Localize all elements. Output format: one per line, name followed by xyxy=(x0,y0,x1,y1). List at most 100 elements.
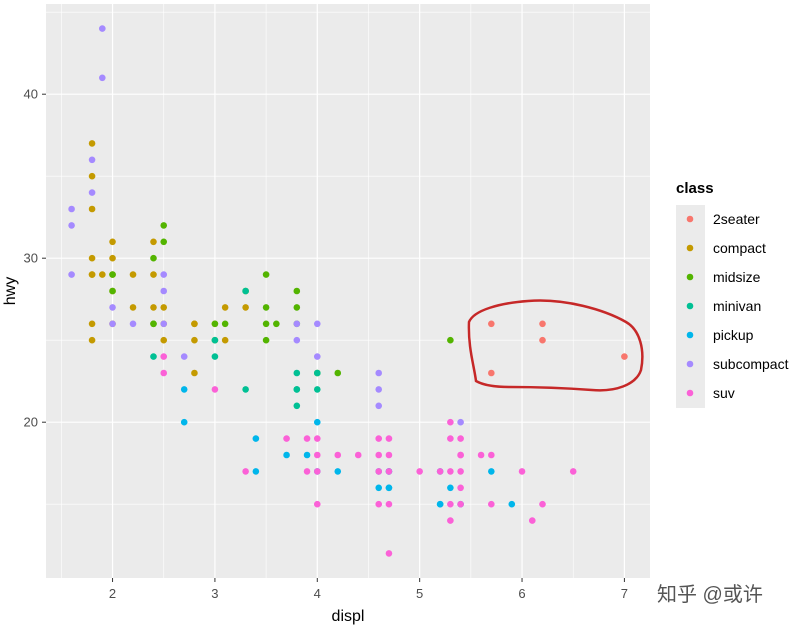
point-subcompact xyxy=(88,156,96,164)
legend-key-pickup xyxy=(686,331,694,339)
point-midsize xyxy=(109,271,116,278)
point-2seater xyxy=(539,336,546,344)
legend-key-midsize xyxy=(686,273,694,281)
point-suv xyxy=(447,517,454,524)
point-subcompact xyxy=(313,320,321,328)
point-compact xyxy=(242,304,249,311)
point-subcompact xyxy=(375,402,383,410)
point-pickup xyxy=(334,468,342,475)
point-minivan xyxy=(293,402,301,410)
point-suv xyxy=(528,517,536,524)
point-suv xyxy=(539,500,546,508)
point-compact xyxy=(109,254,116,262)
point-minivan xyxy=(293,386,301,393)
point-compact xyxy=(150,238,157,246)
point-compact xyxy=(150,271,157,278)
point-suv xyxy=(160,369,168,377)
point-pickup xyxy=(283,451,290,459)
point-compact xyxy=(129,304,137,311)
point-2seater xyxy=(488,369,495,377)
point-midsize xyxy=(293,304,301,311)
point-midsize xyxy=(160,222,168,229)
point-subcompact xyxy=(129,320,137,328)
point-subcompact xyxy=(160,287,168,295)
point-subcompact xyxy=(160,271,168,278)
point-compact xyxy=(88,336,96,344)
point-compact xyxy=(88,205,96,213)
point-subcompact xyxy=(160,320,168,328)
point-suv xyxy=(457,500,464,508)
point-midsize xyxy=(334,369,342,377)
point-compact xyxy=(129,271,137,278)
point-suv xyxy=(375,435,383,442)
legend-label-pickup: pickup xyxy=(713,327,754,343)
point-compact xyxy=(221,336,229,344)
plot-panel xyxy=(46,4,650,578)
x-tick-label: 5 xyxy=(416,586,423,601)
legend-label-compact: compact xyxy=(713,240,766,256)
point-subcompact xyxy=(99,25,106,32)
point-midsize xyxy=(262,320,270,328)
point-suv xyxy=(242,468,249,475)
point-subcompact xyxy=(375,386,383,393)
point-suv xyxy=(313,468,321,475)
point-midsize xyxy=(150,320,157,328)
point-compact xyxy=(88,172,96,180)
point-suv xyxy=(375,451,383,459)
point-suv xyxy=(447,500,454,508)
legend-label-suv: suv xyxy=(713,385,735,401)
point-compact xyxy=(221,304,229,311)
legend-title: class xyxy=(676,180,714,197)
point-suv xyxy=(303,468,311,475)
point-suv xyxy=(385,435,393,442)
point-suv xyxy=(447,468,454,475)
x-tick-label: 7 xyxy=(621,586,628,601)
point-subcompact xyxy=(99,74,106,82)
axis-ticks: 2 3 4 5 6 7 20 30 40 xyxy=(24,87,628,601)
point-subcompact xyxy=(68,271,75,278)
point-subcompact xyxy=(68,222,75,229)
point-minivan xyxy=(211,336,219,344)
point-subcompact xyxy=(88,189,96,196)
point-compact xyxy=(99,271,106,278)
legend-items: 2seater compact midsize minivan pickup subcom… xyxy=(676,205,789,408)
point-subcompact xyxy=(293,320,301,328)
point-suv xyxy=(334,451,342,459)
point-suv xyxy=(488,500,495,508)
point-subcompact xyxy=(293,336,301,344)
point-midsize xyxy=(447,336,454,344)
point-subcompact xyxy=(375,369,383,377)
point-compact xyxy=(191,320,198,328)
point-compact xyxy=(160,304,168,311)
point-compact xyxy=(88,271,96,278)
point-suv xyxy=(385,550,393,557)
point-suv xyxy=(313,500,321,508)
y-axis-title: hwy xyxy=(2,277,19,305)
point-pickup xyxy=(508,500,516,508)
point-pickup xyxy=(447,484,454,492)
legend-key-compact xyxy=(686,244,694,252)
x-tick-label: 2 xyxy=(109,586,116,601)
point-suv xyxy=(447,418,454,426)
point-subcompact xyxy=(109,304,116,311)
point-suv xyxy=(447,435,454,442)
point-subcompact xyxy=(180,353,188,360)
point-midsize xyxy=(262,336,270,344)
point-midsize xyxy=(221,320,229,328)
point-minivan xyxy=(313,369,321,377)
legend-key-minivan xyxy=(686,302,694,310)
point-suv xyxy=(160,353,168,360)
point-midsize xyxy=(262,304,270,311)
point-suv xyxy=(569,468,577,475)
point-suv xyxy=(488,451,495,459)
point-suv xyxy=(436,468,444,475)
point-2seater xyxy=(488,320,495,328)
point-midsize xyxy=(211,320,219,328)
legend-key-subcompact xyxy=(686,360,694,368)
point-compact xyxy=(191,336,198,344)
point-minivan xyxy=(242,287,249,295)
point-minivan xyxy=(313,386,321,393)
point-subcompact xyxy=(313,353,321,360)
point-pickup xyxy=(180,386,188,393)
point-midsize xyxy=(160,238,168,246)
